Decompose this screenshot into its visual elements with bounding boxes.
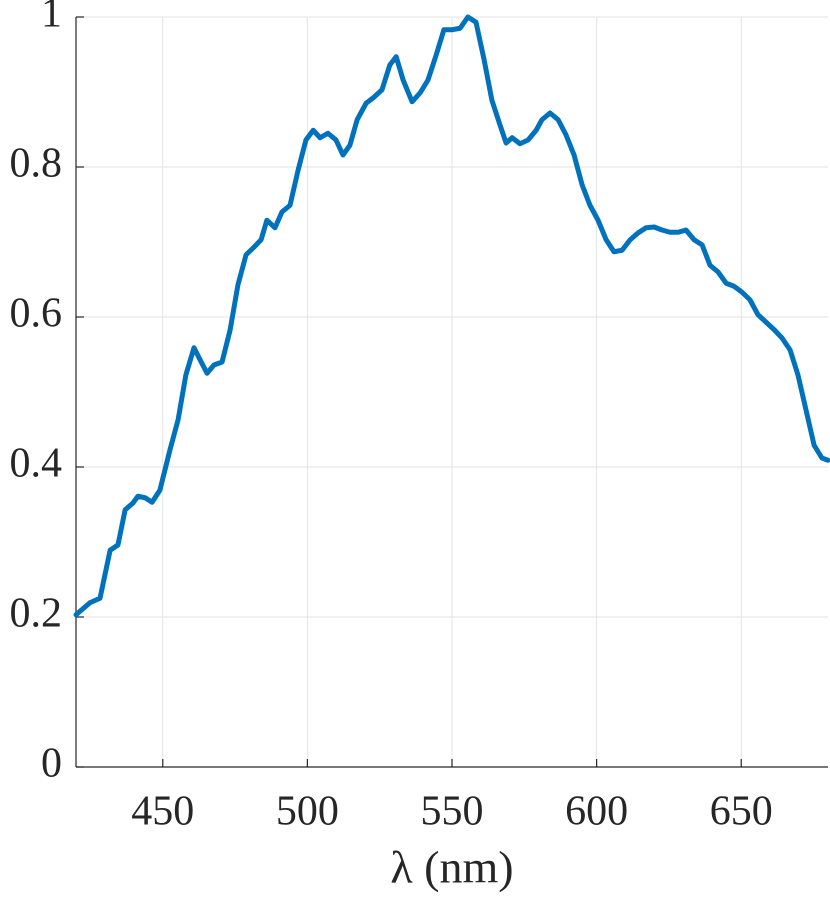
x-tick-label: 500 bbox=[276, 789, 339, 835]
x-tick-label: 600 bbox=[565, 789, 628, 835]
x-tick-label: 650 bbox=[710, 789, 773, 835]
y-tick-label: 0.2 bbox=[10, 591, 63, 637]
y-tick-label: 1 bbox=[41, 0, 62, 37]
y-tick-label: 0.4 bbox=[10, 441, 63, 487]
y-tick-label: 0 bbox=[41, 741, 62, 787]
x-tick-label: 550 bbox=[421, 789, 484, 835]
data-line bbox=[73, 14, 830, 618]
y-tick-label: 0.6 bbox=[10, 291, 63, 337]
x-tick-label: 450 bbox=[131, 789, 194, 835]
x-axis-label: λ (nm) bbox=[390, 842, 513, 893]
y-tick-label: 0.8 bbox=[10, 141, 63, 187]
